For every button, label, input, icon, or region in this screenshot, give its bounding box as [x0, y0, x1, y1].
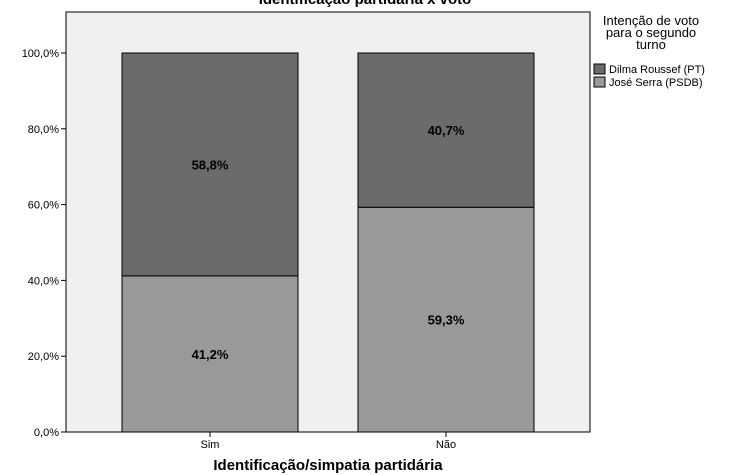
- legend-label: Dilma Roussef (PT): [609, 64, 705, 76]
- x-axis-title: Identificação/simpatia partidária: [213, 457, 443, 474]
- chart-title: Identificação partidária x voto: [259, 0, 472, 8]
- x-tick-label: Não: [436, 439, 456, 451]
- x-axis: Sim Não: [201, 432, 456, 451]
- bar-segment: [121, 52, 299, 277]
- legend-swatch: [593, 76, 606, 88]
- data-label: 58,8%: [192, 157, 229, 172]
- data-label: 41,2%: [192, 347, 229, 362]
- y-tick-label: 40,0%: [28, 275, 59, 287]
- y-tick-label: 80,0%: [28, 124, 59, 136]
- bar-segment: [121, 275, 299, 433]
- bar-segment: [357, 52, 535, 208]
- legend-title: para o segundo: [606, 25, 696, 40]
- y-tick-label: 60,0%: [28, 200, 59, 212]
- y-tick-label: 100,0%: [22, 48, 60, 60]
- data-label: 59,3%: [428, 313, 465, 328]
- data-label: 40,7%: [428, 123, 465, 138]
- y-tick-label: 0,0%: [34, 427, 59, 439]
- legend-swatch: [593, 63, 606, 75]
- y-axis: 0,0% 20,0% 40,0% 60,0% 80,0% 100,0%: [22, 48, 66, 439]
- y-tick-label: 20,0%: [28, 351, 59, 363]
- bars-group: 41,2% 58,8% 59,3% 40,7%: [121, 52, 535, 433]
- legend-label: José Serra (PSDB): [609, 77, 703, 89]
- legend-title: Intenção de voto: [603, 13, 699, 28]
- x-tick-label: Sim: [201, 439, 220, 451]
- legend-title: turno: [636, 37, 666, 52]
- bar-segment: [357, 206, 535, 433]
